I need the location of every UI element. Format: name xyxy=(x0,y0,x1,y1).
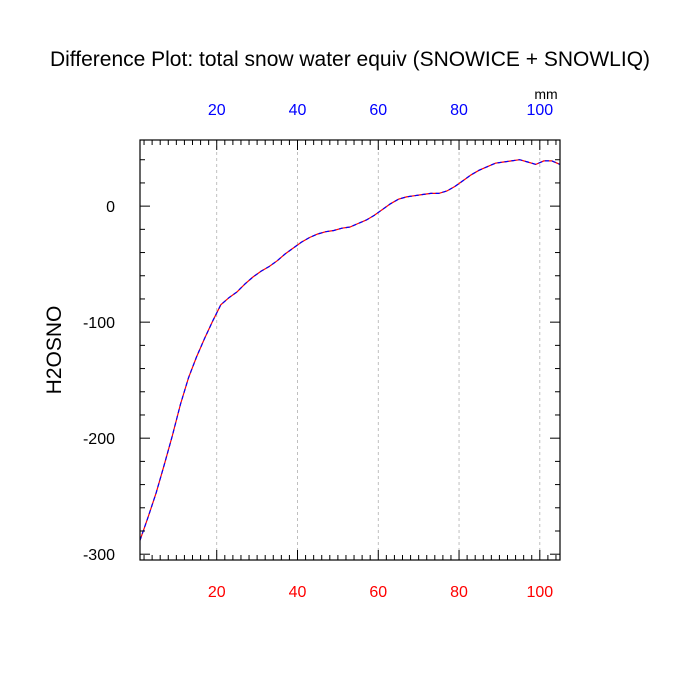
chart-title: Difference Plot: total snow water equiv … xyxy=(49,48,651,71)
series-lines xyxy=(139,159,561,541)
tick-labels: 20 40 60 80 100 20 40 60 80 100 0 -100 -200 -300 xyxy=(83,102,553,601)
x-tick-label-top-60: 60 xyxy=(369,102,387,119)
plot-frame xyxy=(139,139,561,561)
x-tick-label-bottom-80: 80 xyxy=(450,584,468,601)
x-tick-label-bottom-60: 60 xyxy=(369,584,387,601)
x-tick-label-top-40: 40 xyxy=(289,102,307,119)
y-axis-label: H2OSNO xyxy=(43,306,66,395)
axis-ticks xyxy=(140,140,560,560)
x-tick-label-bottom-40: 40 xyxy=(289,584,307,601)
x-tick-label-top-80: 80 xyxy=(450,102,468,119)
series-line-red xyxy=(139,159,561,541)
series-line-blue xyxy=(139,159,561,541)
y-tick-label--100: -100 xyxy=(83,315,115,332)
top-axis-unit-label: mm xyxy=(534,86,557,102)
y-tick-label--200: -200 xyxy=(83,431,115,448)
y-tick-label-0: 0 xyxy=(106,199,115,216)
x-tick-label-bottom-100: 100 xyxy=(526,584,553,601)
x-tick-label-bottom-20: 20 xyxy=(208,584,226,601)
x-tick-label-top-20: 20 xyxy=(208,102,226,119)
x-tick-label-top-100: 100 xyxy=(526,102,553,119)
y-tick-label--300: -300 xyxy=(83,547,115,564)
grid-lines xyxy=(216,140,541,560)
